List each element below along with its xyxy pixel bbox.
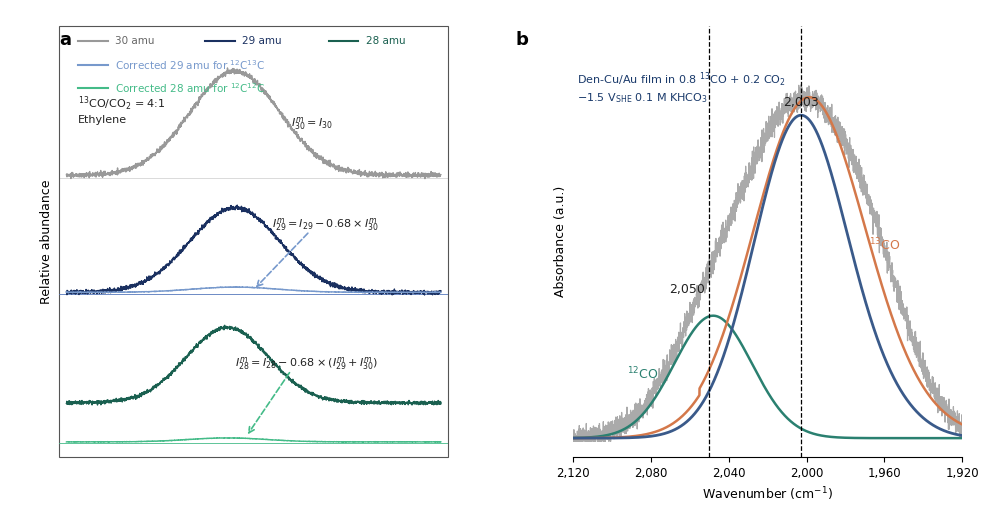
Text: $I_{29}^{m} = I_{29} - 0.68 \times I_{30}^{m}$: $I_{29}^{m} = I_{29} - 0.68 \times I_{30… bbox=[272, 216, 379, 233]
Text: Den-Cu/Au film in 0.8 $^{13}$CO + 0.2 CO$_2$
−1.5 V$_{\mathrm{SHE}}$ 0.1 M KHCO$: Den-Cu/Au film in 0.8 $^{13}$CO + 0.2 CO… bbox=[576, 71, 786, 105]
Text: 28 amu: 28 amu bbox=[366, 36, 406, 46]
Text: $^{13}$CO/CO$_2$ = 4:1
Ethylene: $^{13}$CO/CO$_2$ = 4:1 Ethylene bbox=[78, 95, 165, 124]
Text: $^{13}$CO: $^{13}$CO bbox=[869, 236, 900, 253]
Text: b: b bbox=[516, 31, 528, 49]
Text: 29 amu: 29 amu bbox=[243, 36, 282, 46]
Text: $I_{30}^{m} = I_{30}$: $I_{30}^{m} = I_{30}$ bbox=[291, 115, 333, 132]
Y-axis label: Relative abundance: Relative abundance bbox=[40, 179, 53, 304]
Text: $I_{28}^{m} = I_{28} - 0.68 \times (I_{29}^{m} + I_{30}^{m})$: $I_{28}^{m} = I_{28} - 0.68 \times (I_{2… bbox=[235, 355, 378, 372]
Text: 2,003: 2,003 bbox=[783, 97, 819, 109]
Text: Corrected 29 amu for $^{12}$C$^{13}$C: Corrected 29 amu for $^{12}$C$^{13}$C bbox=[115, 58, 265, 71]
Y-axis label: Absorbance (a.u.): Absorbance (a.u.) bbox=[555, 186, 568, 297]
Text: a: a bbox=[59, 31, 71, 49]
Text: $^{12}$CO: $^{12}$CO bbox=[627, 365, 659, 382]
X-axis label: Wavenumber (cm$^{-1}$): Wavenumber (cm$^{-1}$) bbox=[702, 486, 833, 503]
Text: 2,050: 2,050 bbox=[670, 283, 705, 297]
Text: 30 amu: 30 amu bbox=[115, 36, 154, 46]
Text: Corrected 28 amu for $^{12}$C$^{12}$C: Corrected 28 amu for $^{12}$C$^{12}$C bbox=[115, 81, 265, 95]
